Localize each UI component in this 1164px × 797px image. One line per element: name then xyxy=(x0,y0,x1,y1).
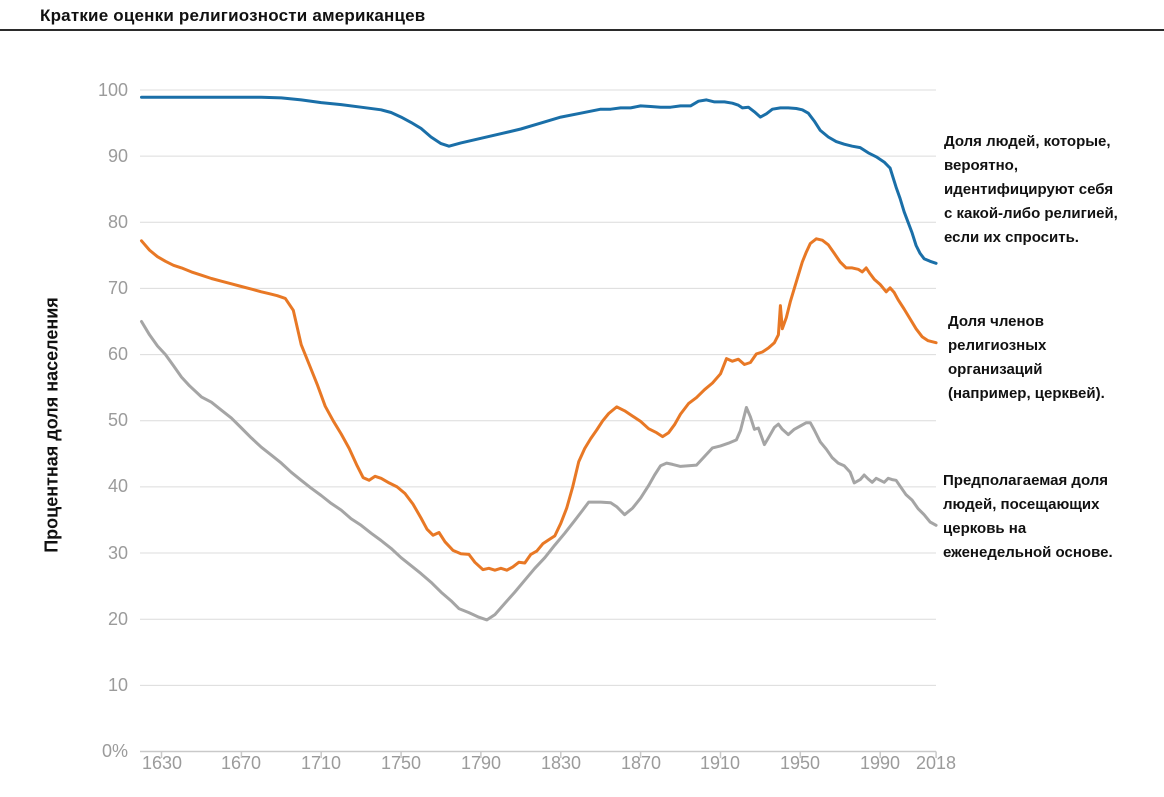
annotation-weekly-attendance: Предполагаемая доля людей, посещающих це… xyxy=(943,472,1113,561)
line-weekly-attendance xyxy=(140,320,938,622)
x-tick-label: 1790 xyxy=(460,753,502,773)
x-tick-label: 1670 xyxy=(220,753,262,773)
x-tick-label: 2018 xyxy=(915,753,957,773)
series-lines-group xyxy=(140,95,938,622)
y-tick-label: 20 xyxy=(107,609,128,629)
x-axis-group xyxy=(140,750,937,758)
x-tick-label: 1990 xyxy=(859,753,901,773)
y-tick-label: 60 xyxy=(107,344,128,364)
x-tick-label: 1870 xyxy=(620,753,662,773)
y-tick-label: 80 xyxy=(107,212,128,232)
y-tick-label: 40 xyxy=(107,476,128,496)
x-tick-label: 1630 xyxy=(141,753,183,773)
y-tick-label: 10 xyxy=(107,675,128,695)
annotation-religious-identification: Доля людей, которые, вероятно, идентифиц… xyxy=(944,133,1118,246)
y-tick-label: 0% xyxy=(101,741,128,761)
line-religious-identification xyxy=(140,95,938,265)
annotation-membership: Доля членов религиозных организаций (нап… xyxy=(948,313,1105,402)
y-tick-label: 70 xyxy=(107,278,128,298)
title-underline xyxy=(0,29,1164,31)
x-tick-label: 1950 xyxy=(779,753,821,773)
y-tick-label: 90 xyxy=(107,146,128,166)
y-tick-label: 50 xyxy=(107,410,128,430)
x-tick-label: 1710 xyxy=(300,753,342,773)
y-tick-label: 100 xyxy=(97,80,128,100)
y-tick-label: 30 xyxy=(107,543,128,563)
page-title: Краткие оценки религиозности американцев xyxy=(40,6,426,25)
line-membership xyxy=(140,237,938,572)
x-tick-label: 1830 xyxy=(540,753,582,773)
x-tick-label: 1750 xyxy=(380,753,422,773)
gridlines-group xyxy=(140,89,936,686)
x-tick-label: 1910 xyxy=(699,753,741,773)
